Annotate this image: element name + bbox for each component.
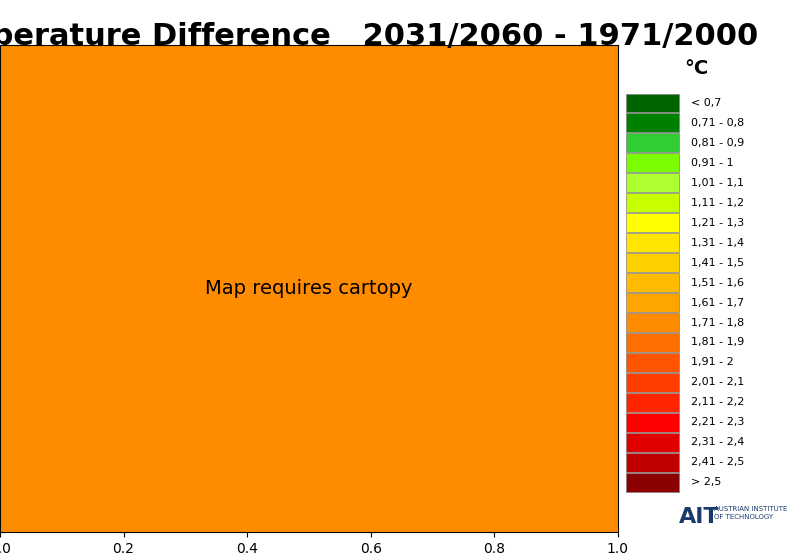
- Text: 1,01 - 1,1: 1,01 - 1,1: [691, 178, 744, 188]
- Text: 1,21 - 1,3: 1,21 - 1,3: [691, 218, 744, 227]
- Text: 1,81 - 1,9: 1,81 - 1,9: [691, 338, 744, 347]
- Text: AIT: AIT: [679, 507, 719, 527]
- FancyBboxPatch shape: [626, 234, 679, 252]
- FancyBboxPatch shape: [626, 353, 679, 372]
- FancyBboxPatch shape: [626, 114, 679, 132]
- FancyBboxPatch shape: [626, 373, 679, 391]
- Text: 2,01 - 2,1: 2,01 - 2,1: [691, 377, 744, 388]
- FancyBboxPatch shape: [626, 153, 679, 172]
- Text: 2,21 - 2,3: 2,21 - 2,3: [691, 417, 744, 427]
- Text: °C: °C: [684, 59, 708, 78]
- FancyBboxPatch shape: [626, 273, 679, 292]
- FancyBboxPatch shape: [626, 174, 679, 192]
- Text: 1,51 - 1,6: 1,51 - 1,6: [691, 278, 744, 287]
- FancyBboxPatch shape: [626, 413, 679, 432]
- FancyBboxPatch shape: [626, 393, 679, 412]
- FancyBboxPatch shape: [626, 333, 679, 352]
- Text: 0,71 - 0,8: 0,71 - 0,8: [691, 118, 744, 128]
- Text: Map requires cartopy: Map requires cartopy: [205, 279, 413, 298]
- Text: 2m Temperature Difference   2031/2060 - 1971/2000: 2m Temperature Difference 2031/2060 - 19…: [0, 22, 759, 52]
- Text: 2,41 - 2,5: 2,41 - 2,5: [691, 458, 744, 468]
- FancyBboxPatch shape: [626, 313, 679, 332]
- FancyBboxPatch shape: [626, 193, 679, 212]
- Text: 2,31 - 2,4: 2,31 - 2,4: [691, 437, 744, 447]
- FancyBboxPatch shape: [626, 133, 679, 152]
- FancyBboxPatch shape: [626, 253, 679, 272]
- FancyBboxPatch shape: [626, 213, 679, 232]
- Text: 0,91 - 1: 0,91 - 1: [691, 158, 733, 167]
- Text: 2,11 - 2,2: 2,11 - 2,2: [691, 398, 744, 408]
- Text: 0,81 - 0,9: 0,81 - 0,9: [691, 138, 744, 148]
- Text: AUSTRIAN INSTITUTE
OF TECHNOLOGY: AUSTRIAN INSTITUTE OF TECHNOLOGY: [714, 506, 787, 520]
- Text: 1,11 - 1,2: 1,11 - 1,2: [691, 198, 744, 208]
- FancyBboxPatch shape: [626, 293, 679, 312]
- FancyBboxPatch shape: [626, 453, 679, 472]
- Text: 1,71 - 1,8: 1,71 - 1,8: [691, 318, 744, 328]
- FancyBboxPatch shape: [626, 94, 679, 112]
- Text: 1,41 - 1,5: 1,41 - 1,5: [691, 258, 744, 268]
- Text: 1,61 - 1,7: 1,61 - 1,7: [691, 297, 744, 307]
- Text: 1,31 - 1,4: 1,31 - 1,4: [691, 237, 744, 248]
- Text: < 0,7: < 0,7: [691, 98, 722, 108]
- Text: 1,91 - 2: 1,91 - 2: [691, 357, 733, 367]
- Text: > 2,5: > 2,5: [691, 477, 722, 487]
- FancyBboxPatch shape: [626, 473, 679, 492]
- FancyBboxPatch shape: [626, 433, 679, 451]
